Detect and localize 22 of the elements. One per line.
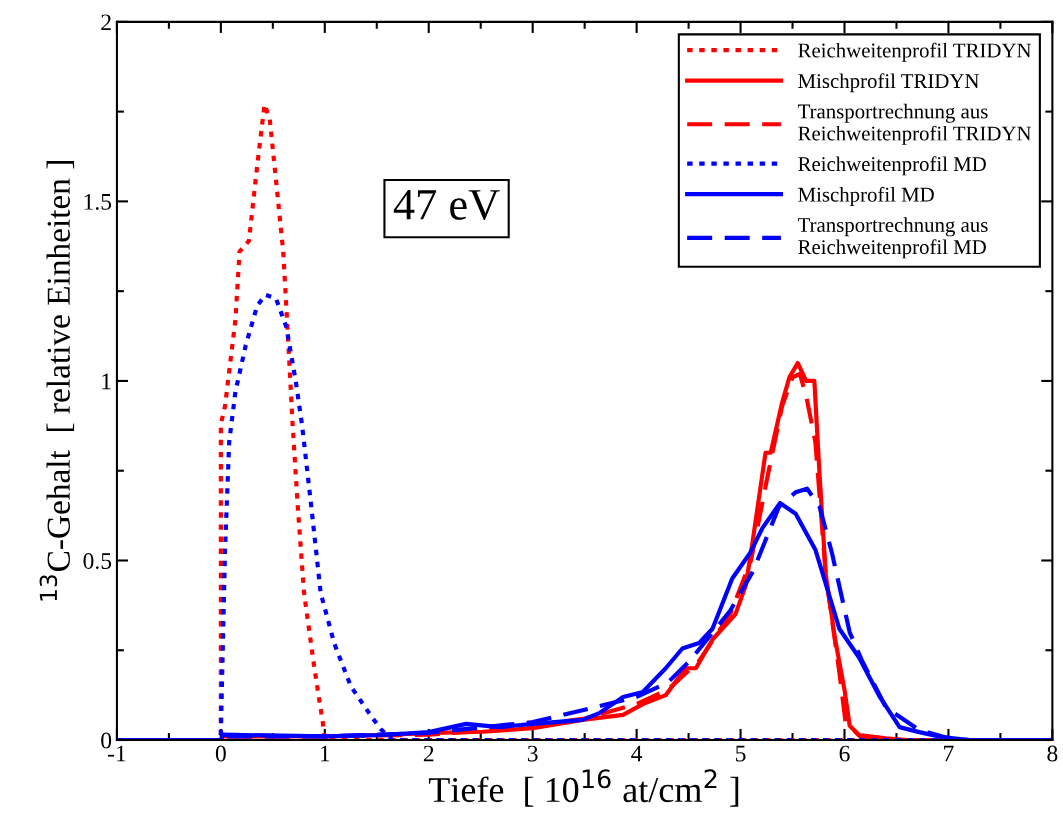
x-tick-label: 4 [631, 745, 643, 762]
y-tick-label: 0.5 [83, 552, 112, 570]
x-tick-label: 5 [736, 745, 746, 762]
y-tick-label: 2 [101, 14, 111, 31]
x-tick-label: 2 [423, 745, 434, 762]
y-tick-label: 1.5 [84, 193, 112, 210]
x-tick-label: 0 [215, 745, 226, 762]
y-tick-label: 1 [102, 373, 111, 390]
x-tick-label: 7 [944, 745, 954, 762]
x-tick-label: 6 [839, 745, 850, 762]
legend-label: Mischprofil MD [798, 186, 934, 206]
legend-label: Reichweitenprofil TRIDYN [798, 42, 1032, 62]
legend-label: Transportrechnung aus Reichweitenprofil TRIDYN [797, 103, 1032, 145]
x-axis-title: Tiefe [ 10$^{16}$ at/cm$^{2}$ ] [428, 769, 739, 807]
legend-label: Mischprofil TRIDYN [798, 73, 980, 93]
y-axis-title: $^{13}$C-Gehalt [ relative Einheiten ] [39, 161, 75, 601]
x-tick-label: 8 [1047, 745, 1058, 762]
legend-label: Reichweitenprofil MD [798, 156, 986, 176]
legend-label: Transportrechnung aus Reichweitenprofil MD [797, 217, 988, 259]
x-tick-label: 3 [527, 745, 538, 762]
annotation: 47 eV [393, 190, 500, 220]
x-tick-label: 1 [320, 745, 330, 762]
